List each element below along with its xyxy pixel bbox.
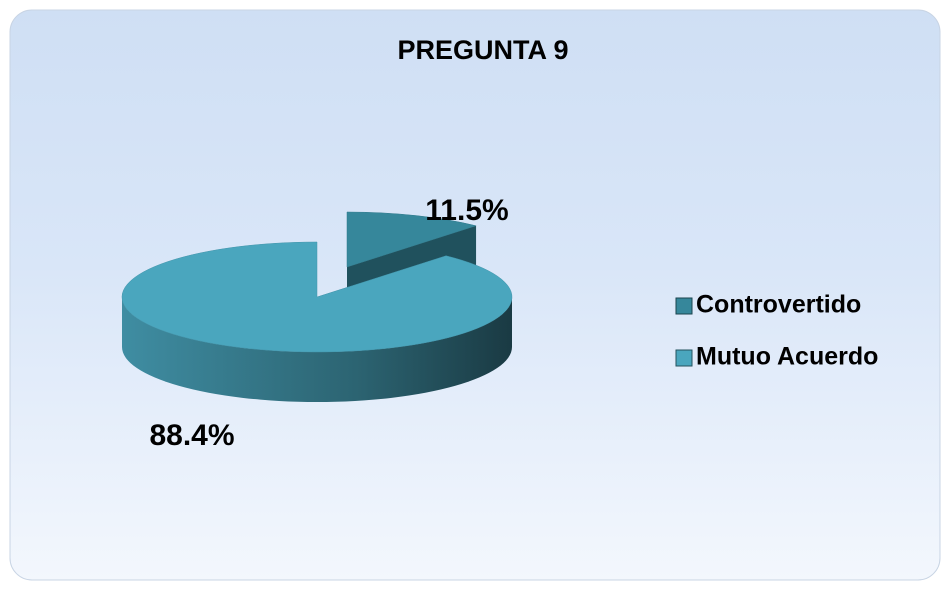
data-label: 88.4% xyxy=(149,419,234,452)
slice xyxy=(121,241,513,353)
chart-title: PREGUNTA 9 xyxy=(397,35,568,65)
legend-swatch xyxy=(675,349,693,367)
slice xyxy=(346,211,477,268)
slice-wall xyxy=(122,297,512,402)
data-label: 11.5% xyxy=(425,194,508,227)
legend-swatch xyxy=(675,297,693,315)
legend-label: Mutuo Acuerdo xyxy=(696,343,878,371)
legend-label: Controvertido xyxy=(696,291,861,319)
